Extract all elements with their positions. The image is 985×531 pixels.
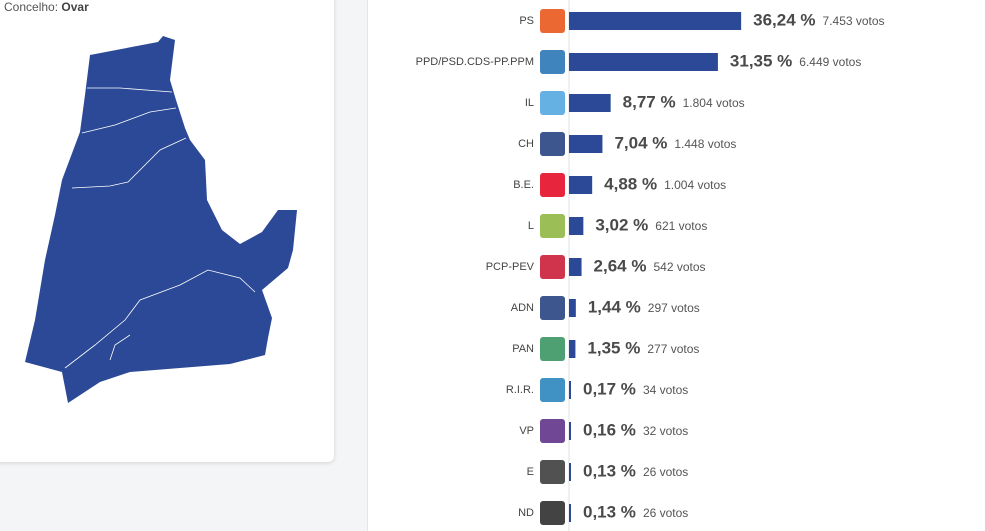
header-label: Concelho: [4, 0, 59, 14]
party-label: PPD/PSD.CDS-PP.PPM [416, 56, 534, 68]
bar [569, 504, 571, 522]
value-label: 0,16 % [583, 420, 636, 439]
party-label: E [527, 466, 534, 478]
votes-label: 1.004 votos [664, 178, 726, 192]
party-icon [540, 50, 565, 74]
party-label: IL [525, 97, 534, 109]
party-icon [540, 91, 565, 115]
votes-label: 6.449 votos [799, 55, 861, 69]
party-label: B.E. [513, 179, 534, 191]
party-label: PCP-PEV [486, 261, 535, 273]
value-label: 1,44 % [588, 297, 641, 316]
votes-label: 277 votos [647, 342, 699, 356]
party-label: PAN [512, 343, 534, 355]
bar [569, 299, 576, 317]
party-label: ND [518, 507, 534, 519]
party-icon [540, 419, 565, 443]
party-icon [540, 378, 565, 402]
value-label: 2,64 % [594, 256, 647, 275]
bar [569, 422, 571, 440]
bar [569, 176, 593, 194]
value-label: 3,02 % [595, 215, 648, 234]
bar [569, 463, 571, 481]
value-label: 7,04 % [614, 133, 667, 152]
votes-label: 26 votos [643, 465, 688, 479]
header: Concelho: Ovar [4, 0, 89, 14]
value-label: 1,35 % [587, 338, 640, 357]
value-label: 0,13 % [583, 502, 636, 521]
votes-label: 297 votos [648, 301, 700, 315]
value-label: 36,24 % [753, 10, 815, 29]
party-icon [540, 337, 565, 361]
value-label: 0,17 % [583, 379, 636, 398]
party-icon [540, 255, 565, 279]
bar [569, 94, 611, 112]
votes-label: 32 votos [643, 424, 688, 438]
party-label: PS [519, 15, 534, 27]
party-icon [540, 9, 565, 33]
party-icon [540, 460, 565, 484]
results-panel [367, 0, 985, 531]
party-label: R.I.R. [506, 384, 534, 396]
header-value: Ovar [61, 0, 89, 14]
value-label: 8,77 % [623, 92, 676, 111]
votes-label: 26 votos [643, 506, 688, 520]
value-label: 4,88 % [604, 174, 657, 193]
party-icon [540, 214, 565, 238]
party-label: L [528, 220, 534, 232]
bar [569, 53, 718, 71]
party-icon [540, 173, 565, 197]
party-label: CH [518, 138, 534, 150]
map-borders [64, 87, 256, 369]
bar [569, 217, 584, 235]
party-icon [540, 296, 565, 320]
party-label: ADN [511, 302, 534, 314]
votes-label: 7.453 votos [823, 14, 885, 28]
map [25, 36, 297, 403]
map-region [25, 36, 297, 403]
votes-label: 621 votos [655, 219, 707, 233]
votes-label: 34 votos [643, 383, 688, 397]
votes-label: 1.448 votos [674, 137, 736, 151]
party-icon [540, 132, 565, 156]
votes-label: 542 votos [653, 260, 705, 274]
bar [569, 381, 571, 399]
votes-label: 1.804 votos [683, 96, 745, 110]
value-label: 31,35 % [730, 51, 792, 70]
bar [569, 12, 742, 30]
value-label: 0,13 % [583, 461, 636, 480]
bar [569, 135, 603, 153]
bar [569, 340, 576, 358]
party-icon [540, 501, 565, 525]
party-label: VP [519, 425, 534, 437]
bar [569, 258, 582, 276]
